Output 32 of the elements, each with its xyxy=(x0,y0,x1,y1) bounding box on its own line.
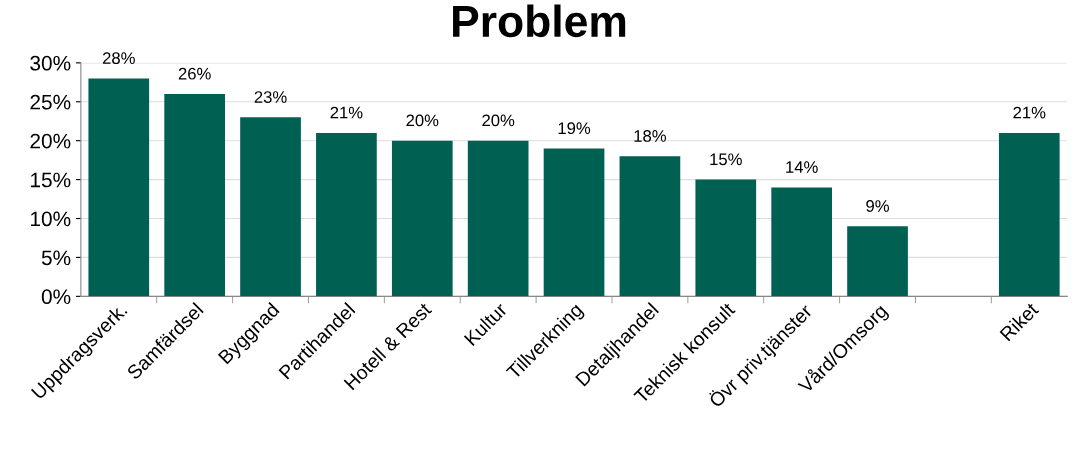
bar xyxy=(998,132,1060,297)
y-tick-label: 25% xyxy=(30,94,71,110)
bar xyxy=(391,140,453,297)
y-tick-label: 5% xyxy=(41,250,71,266)
y-tick-label: 0% xyxy=(41,289,71,305)
data-label: 23% xyxy=(254,91,287,103)
bar xyxy=(695,179,757,297)
bar xyxy=(771,187,833,297)
data-label: 20% xyxy=(482,114,515,127)
data-label: 9% xyxy=(866,200,889,212)
y-tick-label: 10% xyxy=(31,211,71,227)
data-label: 21% xyxy=(330,106,363,119)
data-label: 14% xyxy=(786,161,818,173)
bar xyxy=(543,148,605,297)
data-label: 28% xyxy=(102,52,135,65)
bar xyxy=(467,140,529,297)
data-label: 18% xyxy=(634,130,666,142)
bar xyxy=(88,78,150,297)
data-label: 26% xyxy=(178,67,211,80)
data-label: 21% xyxy=(1013,106,1046,119)
y-tick-label: 20% xyxy=(30,133,71,149)
data-label: 19% xyxy=(558,122,591,135)
y-tick-label: 30% xyxy=(30,55,71,71)
chart-title: Problem xyxy=(453,4,626,38)
data-label: 15% xyxy=(710,153,742,166)
bar xyxy=(619,156,681,297)
data-label: 20% xyxy=(406,114,439,127)
bar xyxy=(847,226,908,297)
bar xyxy=(240,117,301,297)
bar xyxy=(316,132,377,297)
y-tick-label: 15% xyxy=(31,172,71,188)
bar xyxy=(164,93,226,297)
